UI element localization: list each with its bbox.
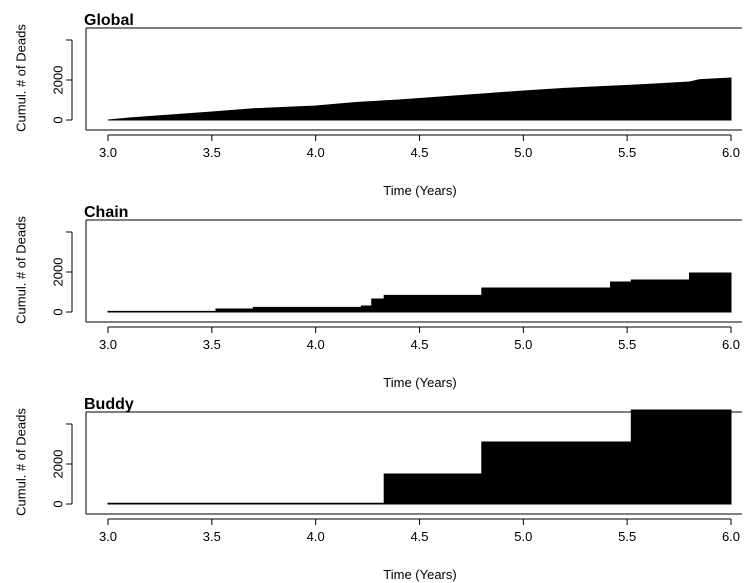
x-axis-label: Time (Years) (383, 567, 456, 582)
x-tick-label: 5.0 (514, 337, 532, 352)
x-tick-label: 5.5 (618, 529, 636, 544)
x-axis-label: Time (Years) (383, 375, 456, 390)
x-tick-label: 6.0 (722, 529, 740, 544)
x-tick-label: 6.0 (722, 337, 740, 352)
y-tick-label: 0 (51, 308, 66, 315)
y-tick-label: 2000 (51, 450, 66, 479)
y-tick-label: 0 (51, 500, 66, 507)
x-tick-label: 5.0 (514, 145, 532, 160)
x-tick-label: 3.0 (99, 529, 117, 544)
y-axis-label: Cumul. # of Deads (14, 216, 29, 324)
cumulative-deaths-area (107, 409, 732, 505)
x-tick-label: 5.0 (514, 529, 532, 544)
panel-title: Chain (84, 204, 128, 221)
x-tick-label: 4.5 (410, 337, 428, 352)
y-axis-label: Cumul. # of Deads (14, 24, 29, 132)
y-tick-label: 0 (51, 116, 66, 123)
x-tick-label: 5.5 (618, 337, 636, 352)
x-tick-label: 6.0 (722, 145, 740, 160)
cumulative-deaths-area (107, 77, 732, 121)
y-axis-label: Cumul. # of Deads (14, 408, 29, 516)
x-tick-label: 3.0 (99, 145, 117, 160)
y-tick-label: 2000 (51, 258, 66, 287)
y-tick-label: 2000 (51, 66, 66, 95)
x-axis-label: Time (Years) (383, 183, 456, 198)
x-tick-label: 4.0 (307, 337, 325, 352)
x-tick-label: 4.5 (410, 145, 428, 160)
x-tick-label: 4.5 (410, 529, 428, 544)
cumulative-deaths-area (107, 272, 732, 313)
panel-title: Buddy (84, 396, 134, 413)
x-tick-label: 3.5 (203, 145, 221, 160)
x-tick-label: 3.0 (99, 337, 117, 352)
x-tick-label: 5.5 (618, 145, 636, 160)
panel-title: Global (84, 12, 134, 29)
x-tick-label: 3.5 (203, 337, 221, 352)
x-tick-label: 4.0 (307, 145, 325, 160)
x-tick-label: 4.0 (307, 529, 325, 544)
x-tick-label: 3.5 (203, 529, 221, 544)
